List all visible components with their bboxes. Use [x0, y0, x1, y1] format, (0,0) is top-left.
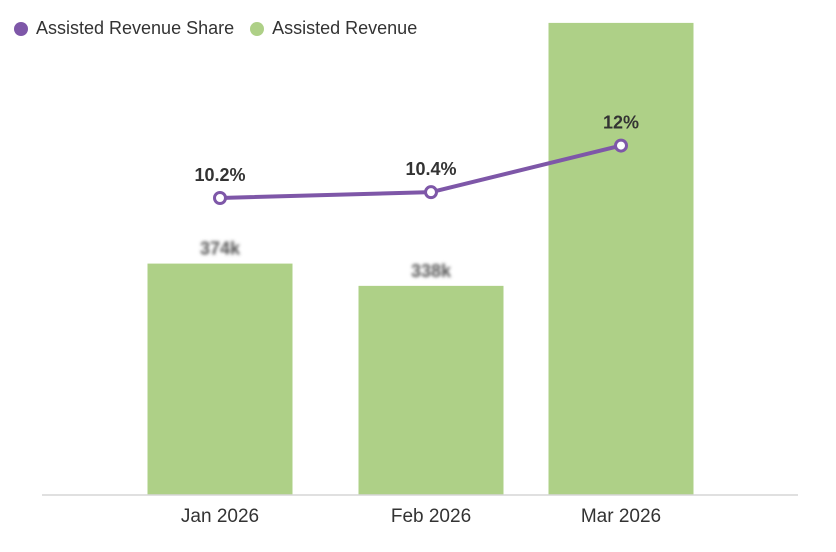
bar-value-label-1: 374k: [200, 239, 241, 259]
x-tick-label-1: Jan 2026: [181, 506, 259, 527]
bar-value-label-2: 338k: [411, 261, 452, 281]
legend-label-share: Assisted Revenue Share: [36, 18, 235, 38]
legend-item-share[interactable]: Assisted Revenue Share: [14, 18, 234, 39]
legend-item-revenue[interactable]: Assisted Revenue: [250, 18, 417, 39]
share-point-3[interactable]: [614, 138, 628, 153]
x-tick-label-3: Mar 2026: [581, 506, 661, 527]
bar-2[interactable]: [358, 285, 504, 495]
share-point-1[interactable]: [213, 191, 227, 205]
share-label-1: 10.2%: [194, 165, 245, 185]
bar-3[interactable]: [548, 22, 694, 496]
legend-marker-share: [14, 21, 28, 36]
x-tick-label-2: Feb 2026: [391, 506, 471, 527]
legend-label-revenue: Assisted Revenue: [272, 18, 418, 38]
legend-marker-revenue: [250, 21, 265, 36]
share-point-2[interactable]: [424, 185, 438, 200]
share-label-2: 10.4%: [405, 159, 456, 179]
share-label-3: 12%: [603, 113, 639, 133]
legend: Assisted Revenue Share Assisted Revenue: [14, 18, 433, 39]
bar-1[interactable]: [147, 263, 293, 495]
